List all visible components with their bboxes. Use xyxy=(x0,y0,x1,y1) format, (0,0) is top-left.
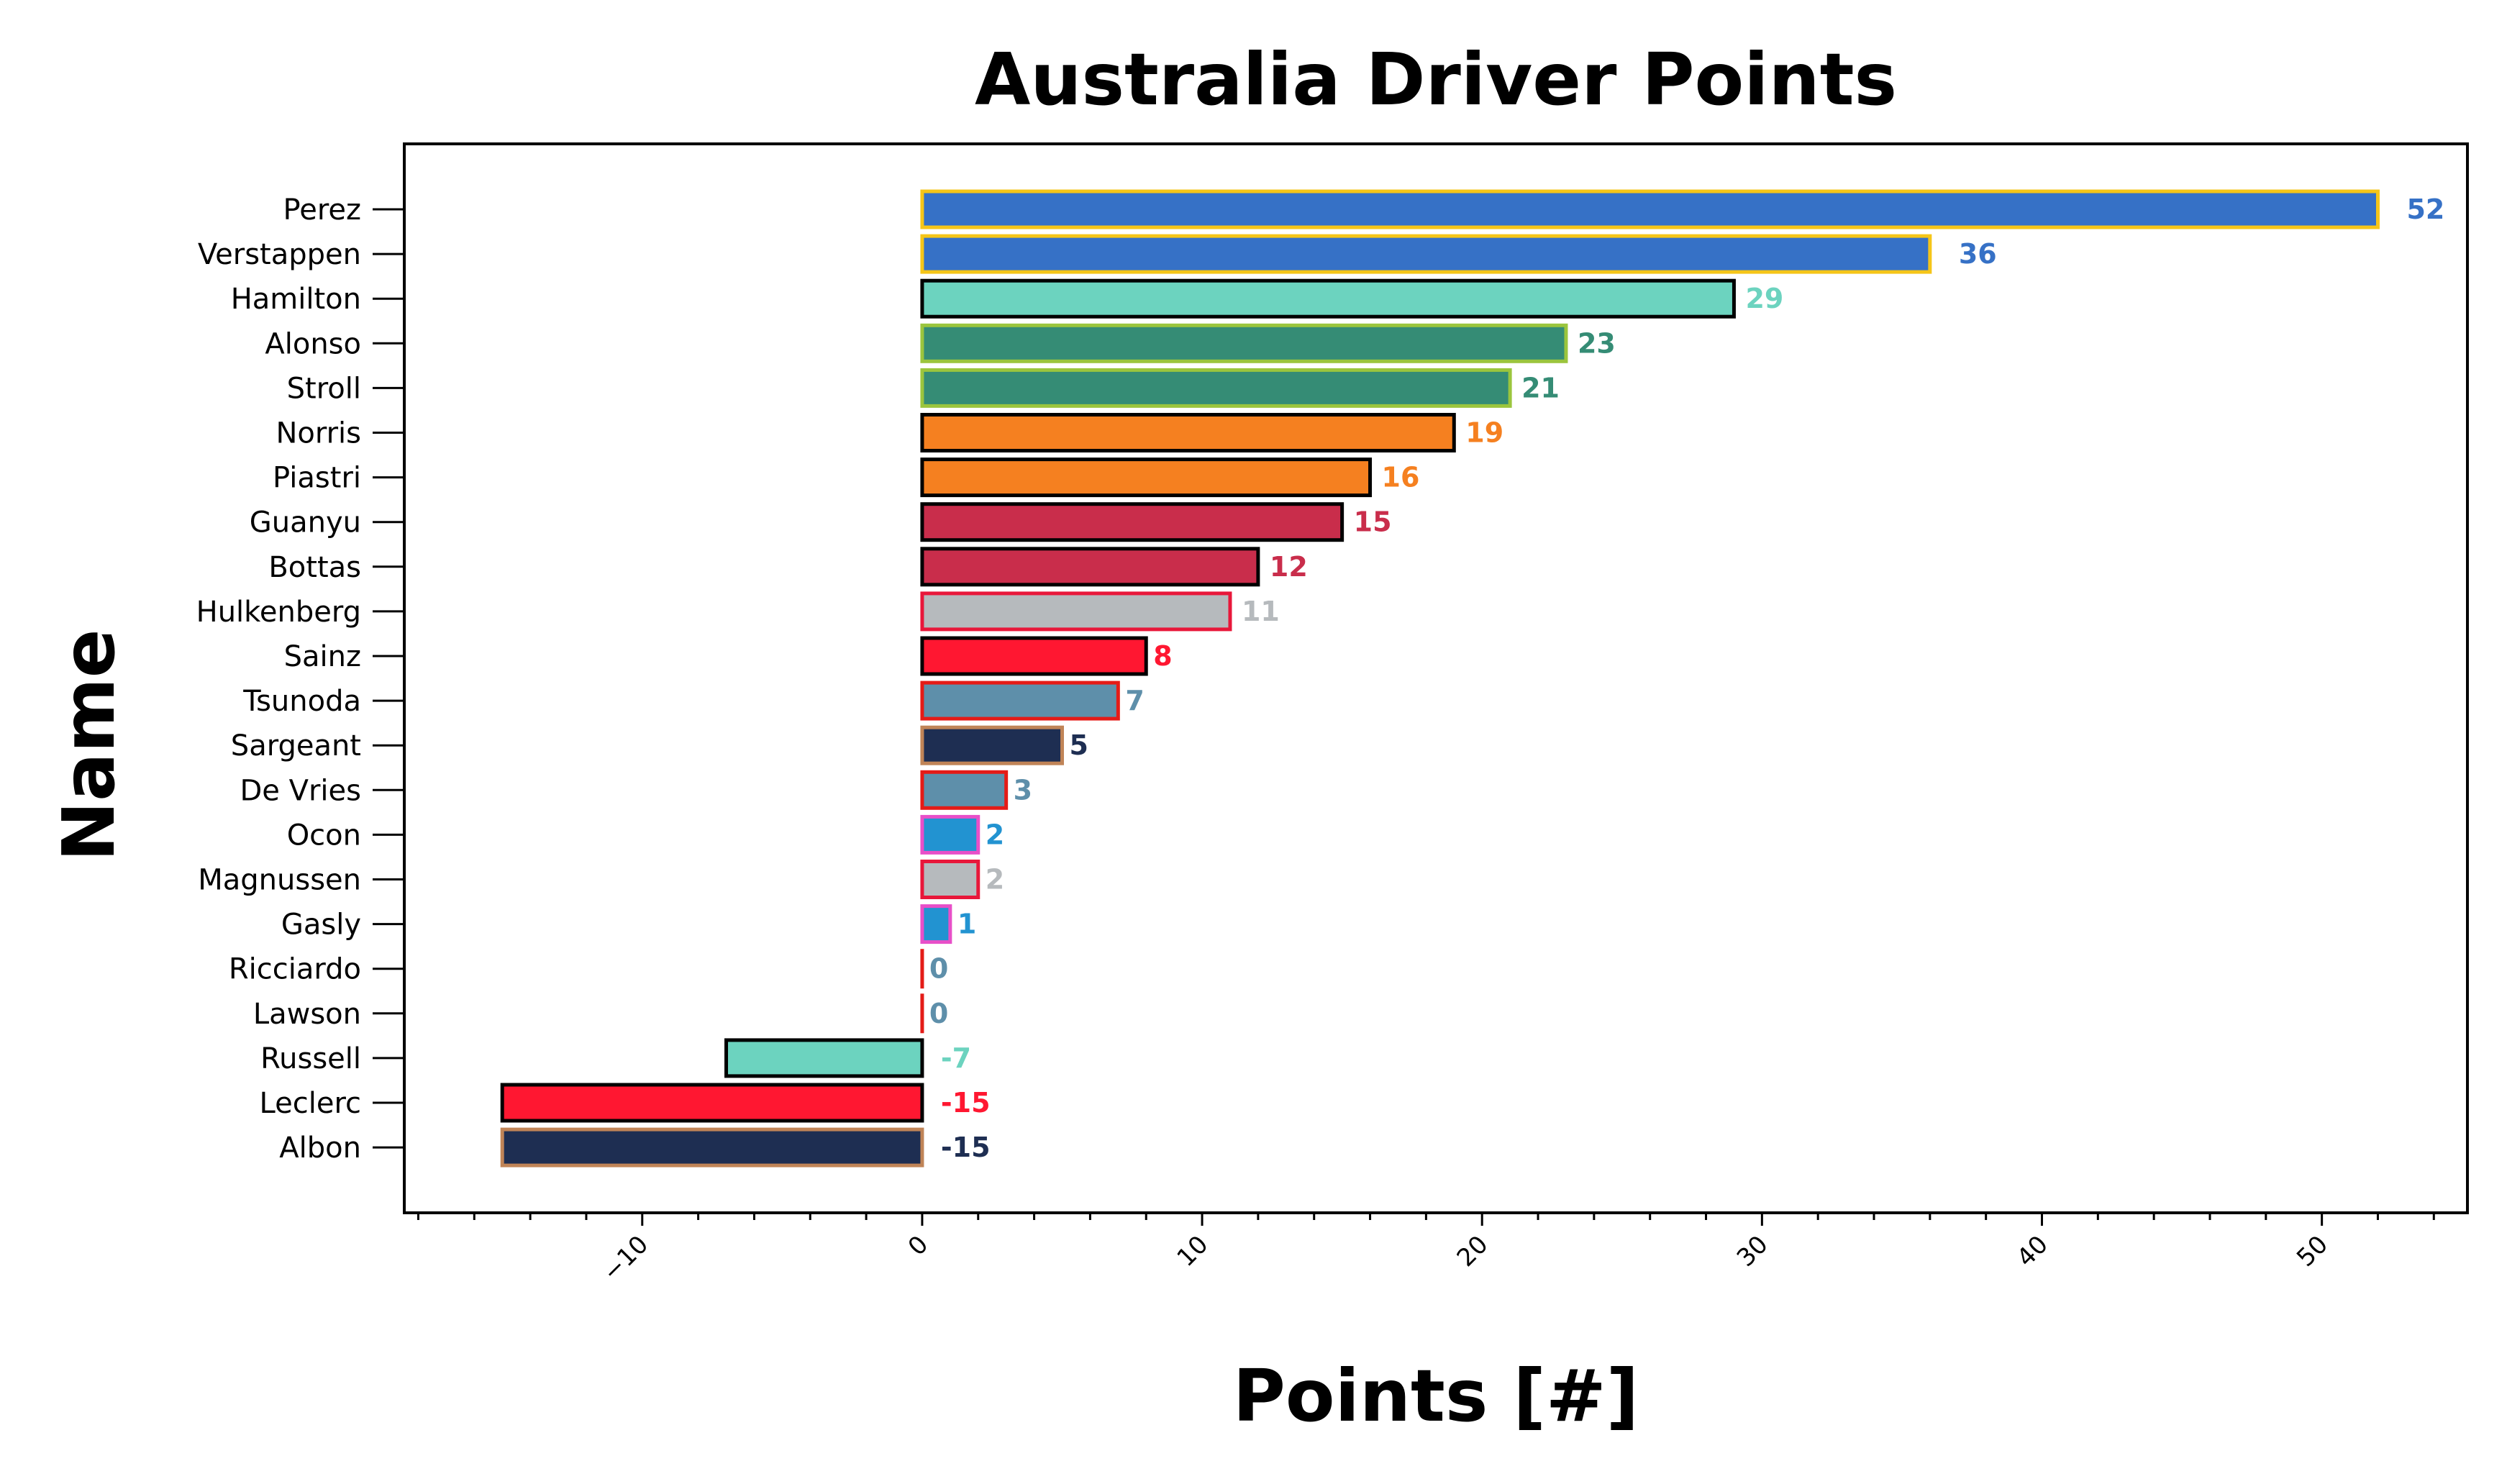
data-label: 0 xyxy=(929,953,948,985)
category-labels-layer: Perez Verstappen Hamilton Alonso Stroll Norri… xyxy=(196,194,404,1165)
bar-ocon xyxy=(920,814,980,855)
bar-hamilton xyxy=(920,278,1736,319)
category-label: Bottas xyxy=(268,551,361,584)
bar-alonso xyxy=(920,323,1568,363)
bar-bottas xyxy=(920,547,1260,587)
category-label: Russell xyxy=(260,1042,361,1075)
data-label: 5 xyxy=(1069,729,1088,761)
category-label: De Vries xyxy=(240,774,362,807)
data-label: 36 xyxy=(1959,238,1997,270)
plot-area-frame xyxy=(403,142,2469,1214)
data-label: 29 xyxy=(1745,283,1783,314)
y-axis-label: Name xyxy=(47,629,131,861)
category-label: Hamilton xyxy=(231,283,361,316)
bar-piastri xyxy=(920,458,1373,498)
bar-russell xyxy=(724,1038,924,1078)
bar-guanyu xyxy=(920,502,1345,542)
bar-de-vries xyxy=(920,770,1009,810)
category-label: Stroll xyxy=(287,372,361,405)
category-label: Perez xyxy=(283,194,361,227)
category-label: Norris xyxy=(276,417,361,450)
x-ticks-layer: −10 0 10 20 30 40 50 xyxy=(417,1213,2435,1287)
data-label: 0 xyxy=(929,998,948,1029)
data-label: 3 xyxy=(1014,774,1032,806)
category-label: Verstappen xyxy=(198,238,361,271)
category-label: Albon xyxy=(279,1132,361,1165)
x-tick-label: 30 xyxy=(1732,1230,1774,1273)
x-tick-label: −10 xyxy=(597,1230,654,1287)
data-label: 11 xyxy=(1242,596,1280,627)
category-label: Ocon xyxy=(287,819,361,852)
data-label: 12 xyxy=(1270,551,1308,583)
bar-tsunoda xyxy=(920,680,1120,721)
category-label: Tsunoda xyxy=(242,685,361,718)
data-label: 16 xyxy=(1382,462,1420,493)
category-label: Leclerc xyxy=(260,1087,361,1120)
bar-magnussen xyxy=(920,860,980,899)
x-tick-label: 40 xyxy=(2011,1230,2054,1273)
data-label: 52 xyxy=(2406,194,2444,225)
category-label: Sainz xyxy=(284,640,361,673)
bar-sargeant xyxy=(920,725,1064,765)
bar-perez xyxy=(920,189,2380,229)
category-label: Ricciardo xyxy=(229,953,361,986)
x-tick-label: 0 xyxy=(903,1230,934,1262)
data-label: -15 xyxy=(941,1087,991,1119)
bars-layer xyxy=(500,189,2380,1167)
bar-leclerc xyxy=(500,1083,924,1123)
bar-hulkenberg xyxy=(920,591,1232,632)
bar-albon xyxy=(500,1127,924,1167)
x-tick-label: 10 xyxy=(1172,1230,1214,1273)
data-label: 21 xyxy=(1521,372,1560,404)
bar-verstappen xyxy=(920,234,1932,274)
data-label: 2 xyxy=(986,864,1004,896)
x-tick-label: 20 xyxy=(1452,1230,1494,1273)
data-label: -15 xyxy=(941,1132,991,1163)
x-tick-label: 50 xyxy=(2291,1230,2334,1273)
data-label: 1 xyxy=(957,909,976,940)
category-label: Hulkenberg xyxy=(196,596,361,629)
category-label: Alonso xyxy=(265,327,361,360)
x-axis-label: Points [#] xyxy=(1233,1354,1639,1438)
category-label: Sargeant xyxy=(231,729,361,763)
category-label: Lawson xyxy=(253,998,361,1031)
category-label: Guanyu xyxy=(250,506,361,540)
bar-sainz xyxy=(920,636,1148,676)
chart-title: Australia Driver Points xyxy=(975,37,1897,122)
bar-stroll xyxy=(920,368,1512,408)
data-label: 8 xyxy=(1153,640,1172,672)
data-label: 19 xyxy=(1465,417,1503,449)
data-label: 15 xyxy=(1354,506,1392,538)
data-label: 7 xyxy=(1125,685,1144,716)
category-label: Magnussen xyxy=(198,864,361,897)
category-label: Gasly xyxy=(281,909,361,942)
data-label: 23 xyxy=(1578,327,1616,359)
category-label: Piastri xyxy=(273,462,361,495)
bar-gasly xyxy=(920,904,952,944)
data-label: 2 xyxy=(986,819,1004,850)
data-label: -7 xyxy=(941,1042,971,1074)
bar-norris xyxy=(920,413,1456,452)
